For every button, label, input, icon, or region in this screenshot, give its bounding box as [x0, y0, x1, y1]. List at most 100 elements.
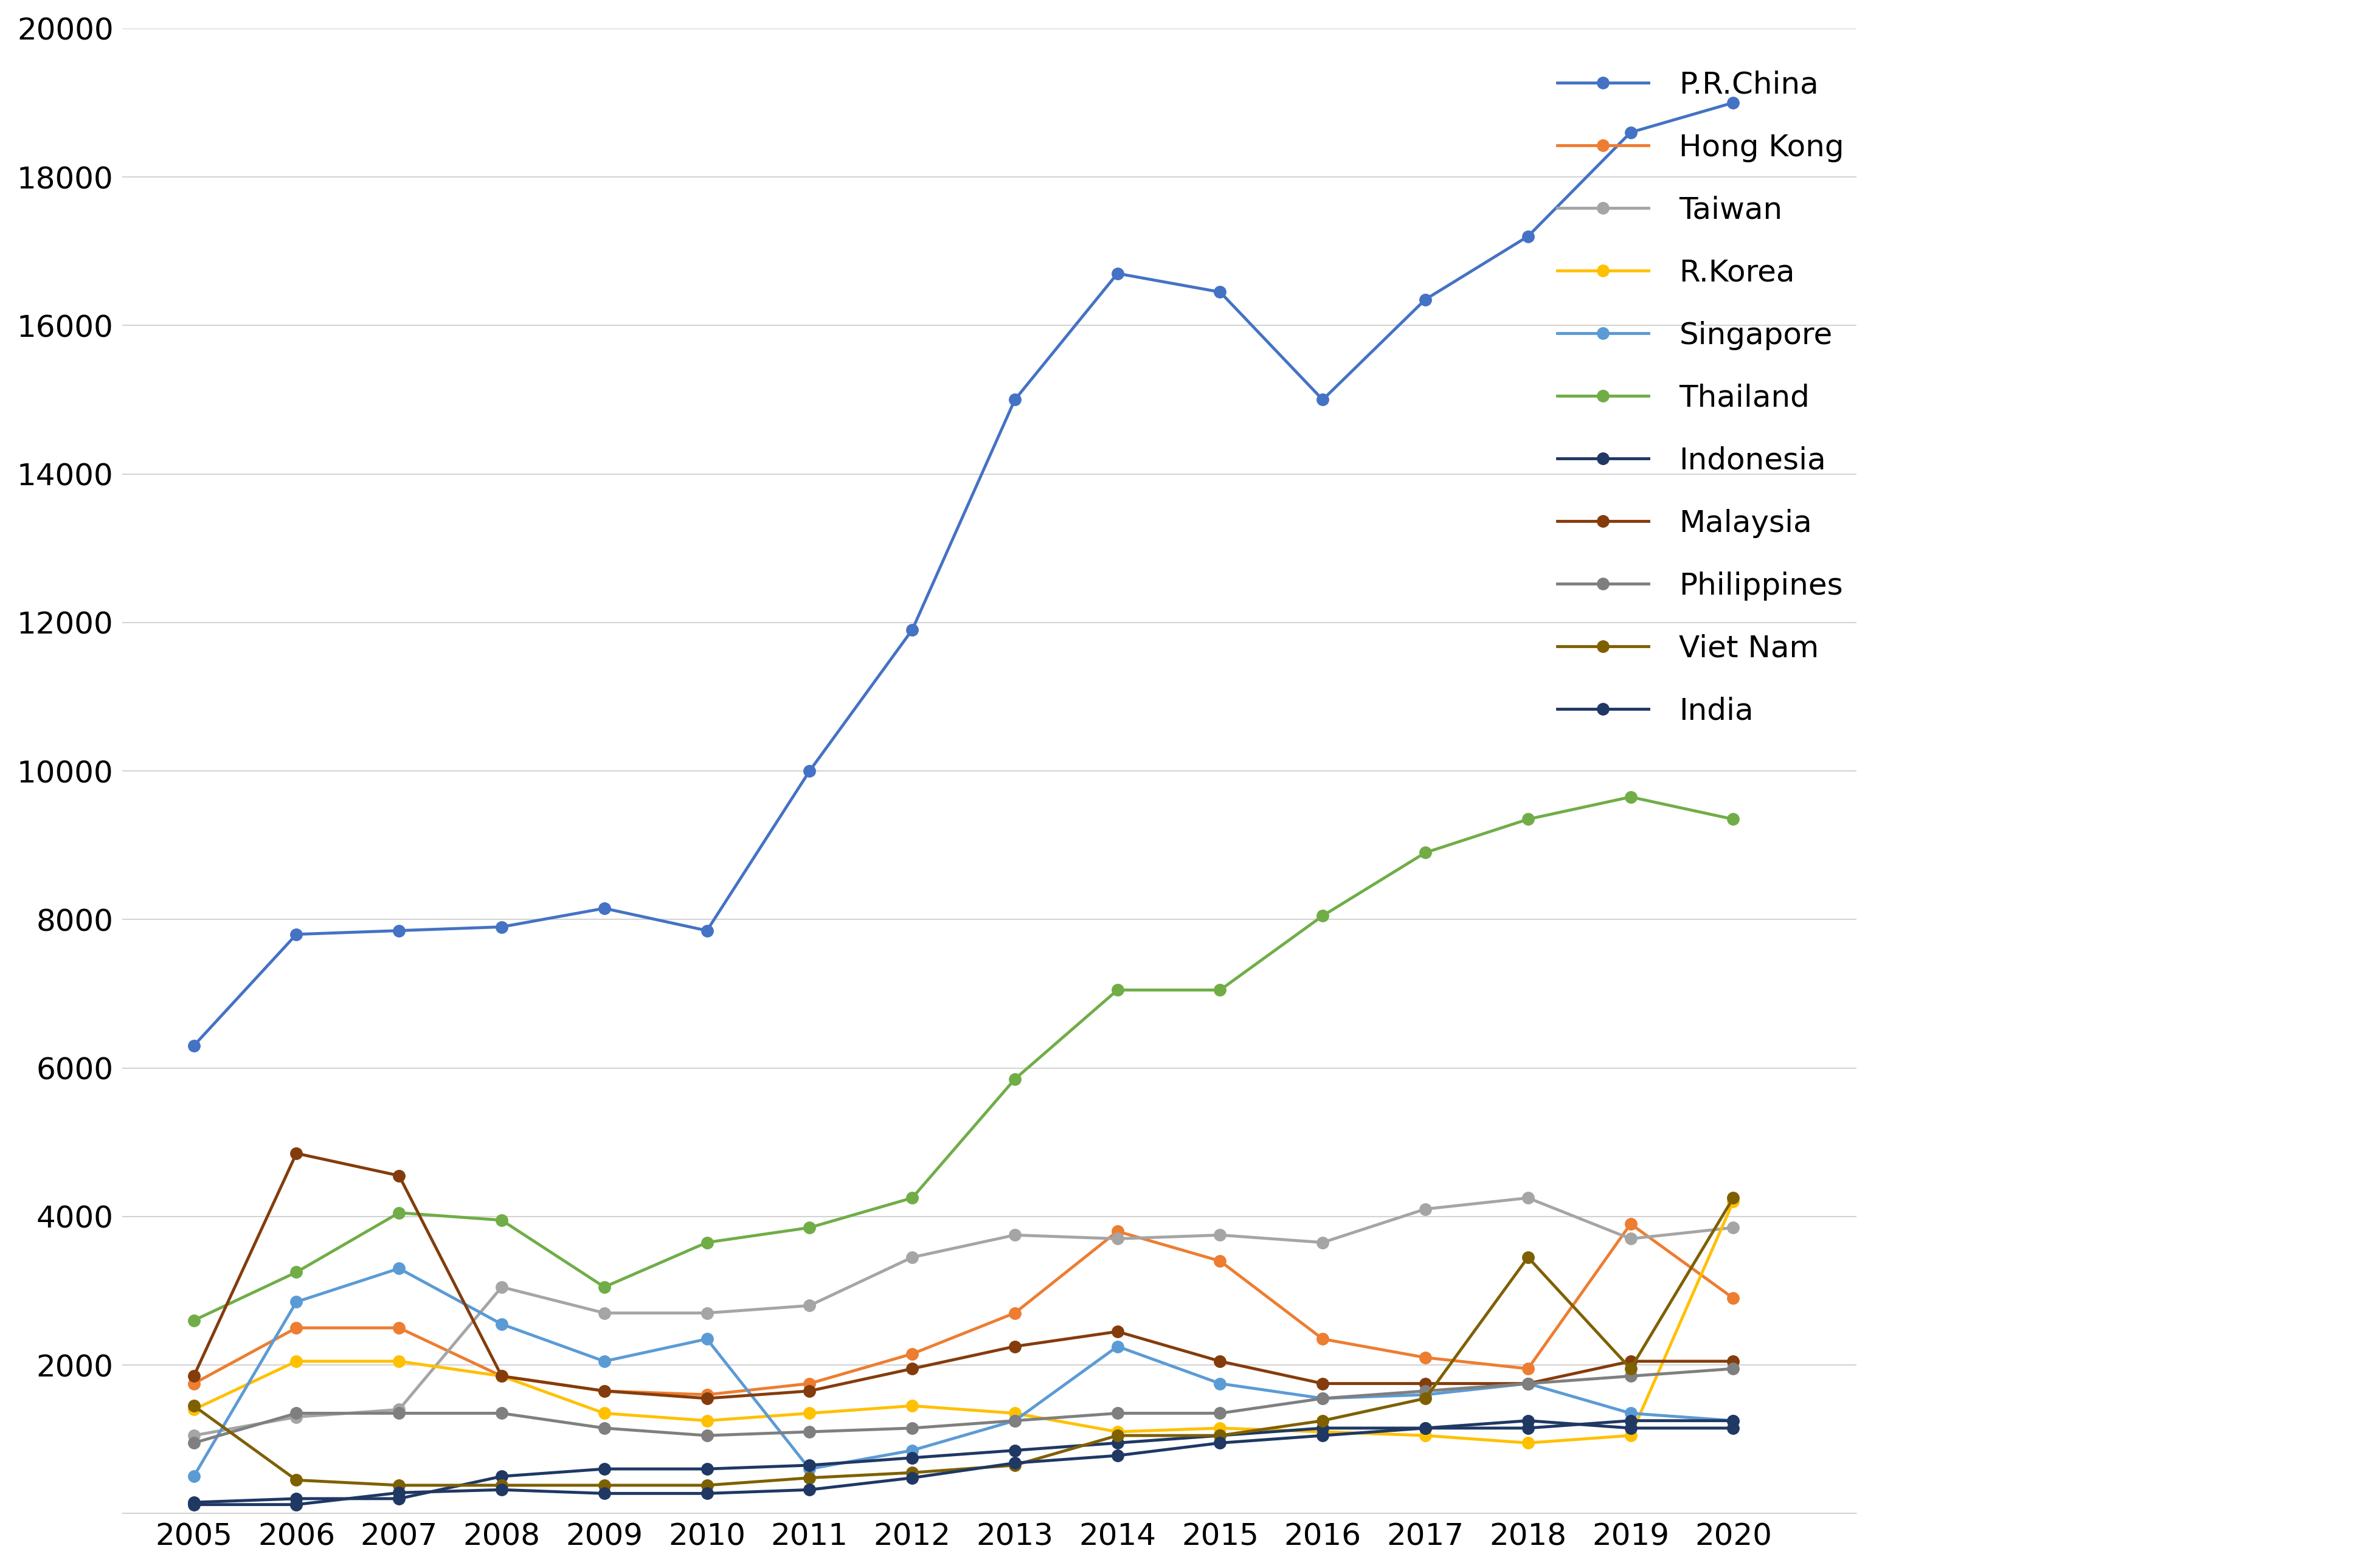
- Taiwan: [488, 1278, 516, 1297]
- Indonesia: [1000, 1441, 1028, 1460]
- Taiwan: [386, 1400, 414, 1419]
- P.R.China: [693, 920, 721, 939]
- Viet Nam: [1104, 1427, 1133, 1446]
- Indonesia: [1616, 1411, 1645, 1430]
- Singapore: [795, 1460, 823, 1479]
- R.Korea: [795, 1403, 823, 1422]
- Philippines: [897, 1419, 926, 1438]
- Malaysia: [795, 1381, 823, 1400]
- Singapore: [386, 1259, 414, 1278]
- Viet Nam: [1309, 1411, 1338, 1430]
- Indonesia: [693, 1460, 721, 1479]
- Indonesia: [488, 1468, 516, 1486]
- P.R.China: [488, 917, 516, 936]
- R.Korea: [897, 1397, 926, 1416]
- Taiwan: [1104, 1229, 1133, 1248]
- Philippines: [1000, 1411, 1028, 1430]
- Thailand: [1616, 787, 1645, 806]
- Philippines: [1514, 1374, 1542, 1392]
- Malaysia: [1411, 1374, 1440, 1392]
- R.Korea: [178, 1400, 207, 1419]
- R.Korea: [1207, 1419, 1235, 1438]
- Thailand: [1718, 809, 1747, 828]
- India: [1616, 1419, 1645, 1438]
- R.Korea: [1104, 1422, 1133, 1441]
- Singapore: [1207, 1374, 1235, 1392]
- Indonesia: [1104, 1433, 1133, 1452]
- Line: Philippines: Philippines: [188, 1363, 1740, 1449]
- Hong Kong: [386, 1319, 414, 1338]
- Hong Kong: [1309, 1330, 1338, 1348]
- Malaysia: [1309, 1374, 1338, 1392]
- R.Korea: [1514, 1433, 1542, 1452]
- Malaysia: [178, 1367, 207, 1386]
- R.Korea: [1411, 1427, 1440, 1446]
- India: [1104, 1446, 1133, 1465]
- Line: Indonesia: Indonesia: [188, 1414, 1740, 1508]
- Line: Taiwan: Taiwan: [188, 1192, 1740, 1441]
- Indonesia: [1411, 1419, 1440, 1438]
- Thailand: [693, 1232, 721, 1251]
- Viet Nam: [693, 1475, 721, 1494]
- India: [1411, 1419, 1440, 1438]
- Indonesia: [590, 1460, 619, 1479]
- P.R.China: [1411, 290, 1440, 309]
- Malaysia: [1000, 1338, 1028, 1356]
- Philippines: [178, 1433, 207, 1452]
- Line: Thailand: Thailand: [188, 790, 1740, 1327]
- Malaysia: [283, 1145, 312, 1163]
- Thailand: [897, 1189, 926, 1207]
- Line: Singapore: Singapore: [188, 1262, 1740, 1482]
- Thailand: [1411, 844, 1440, 862]
- Taiwan: [1616, 1229, 1645, 1248]
- Singapore: [590, 1352, 619, 1370]
- Thailand: [386, 1203, 414, 1221]
- Malaysia: [386, 1167, 414, 1185]
- Line: P.R.China: P.R.China: [188, 97, 1740, 1052]
- India: [1000, 1454, 1028, 1472]
- Singapore: [178, 1468, 207, 1486]
- R.Korea: [1309, 1422, 1338, 1441]
- India: [283, 1496, 312, 1515]
- Malaysia: [693, 1389, 721, 1408]
- Viet Nam: [1616, 1359, 1645, 1378]
- Hong Kong: [795, 1374, 823, 1392]
- Hong Kong: [1104, 1221, 1133, 1240]
- Thailand: [590, 1278, 619, 1297]
- P.R.China: [1616, 122, 1645, 141]
- India: [178, 1496, 207, 1515]
- Philippines: [590, 1419, 619, 1438]
- Viet Nam: [488, 1475, 516, 1494]
- Hong Kong: [1718, 1289, 1747, 1308]
- Malaysia: [1616, 1352, 1645, 1370]
- P.R.China: [897, 621, 926, 640]
- Indonesia: [1718, 1411, 1747, 1430]
- India: [795, 1480, 823, 1499]
- Taiwan: [1514, 1189, 1542, 1207]
- Indonesia: [386, 1490, 414, 1508]
- Philippines: [1309, 1389, 1338, 1408]
- Hong Kong: [1207, 1251, 1235, 1270]
- Hong Kong: [590, 1381, 619, 1400]
- Singapore: [283, 1292, 312, 1311]
- Malaysia: [590, 1381, 619, 1400]
- Thailand: [178, 1311, 207, 1330]
- Line: Malaysia: Malaysia: [188, 1148, 1740, 1405]
- Philippines: [795, 1422, 823, 1441]
- P.R.China: [1309, 390, 1338, 409]
- Viet Nam: [795, 1469, 823, 1488]
- Viet Nam: [1207, 1427, 1235, 1446]
- Philippines: [1718, 1359, 1747, 1378]
- Singapore: [1616, 1403, 1645, 1422]
- Philippines: [283, 1403, 312, 1422]
- P.R.China: [386, 920, 414, 939]
- Taiwan: [1411, 1200, 1440, 1218]
- Taiwan: [1000, 1226, 1028, 1245]
- Thailand: [1000, 1069, 1028, 1088]
- Legend: P.R.China, Hong Kong, Taiwan, R.Korea, Singapore, Thailand, Indonesia, Malaysia,: P.R.China, Hong Kong, Taiwan, R.Korea, S…: [1545, 58, 1856, 739]
- R.Korea: [386, 1352, 414, 1370]
- P.R.China: [1000, 390, 1028, 409]
- R.Korea: [1000, 1403, 1028, 1422]
- Malaysia: [897, 1359, 926, 1378]
- Indonesia: [1309, 1419, 1338, 1438]
